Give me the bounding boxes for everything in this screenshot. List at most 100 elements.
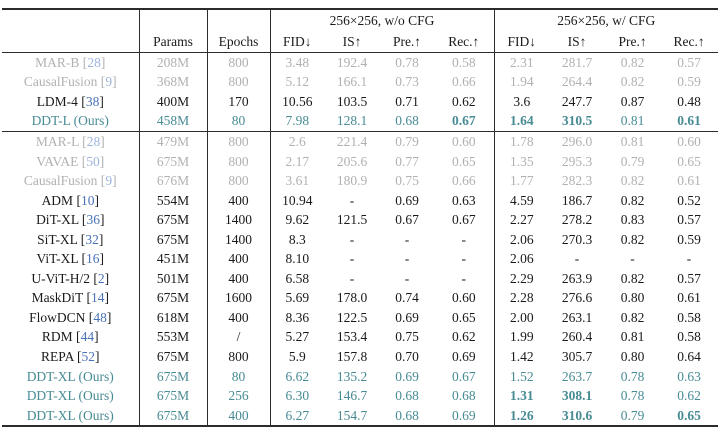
citation-link[interactable]: 52: [81, 348, 95, 364]
params-value: 675M: [139, 347, 208, 367]
header-metrics-row: Params Epochs FID↓ IS↑ Pre.↑ Rec.↑ FID↓ …: [2, 31, 719, 53]
model-name: MAR-L [28]: [2, 131, 140, 152]
metric-value-w-cfg: 0.82: [620, 309, 645, 325]
citation-link[interactable]: 50: [86, 153, 100, 169]
metric-value-w-cfg: 1.94: [509, 74, 534, 90]
group-header-w-cfg: 256×256, w/ CFG: [494, 8, 719, 31]
table-row: ADM [10] 554M 400 10.94 - 0.69 0.63 4.59 186.7 0.…: [2, 190, 718, 211]
citation-link[interactable]: 9: [105, 74, 113, 90]
epochs-value: 800: [207, 347, 271, 367]
metric-value-w-cfg: 2.31: [509, 54, 534, 70]
epochs-value: 1600: [207, 288, 271, 309]
citation-link[interactable]: 16: [86, 251, 100, 267]
metric-value-w-cfg: 0.83: [620, 212, 645, 228]
metric-value-wo-cfg: -: [434, 229, 495, 250]
metric-value-wo-cfg: 0.58: [434, 52, 495, 73]
model-column-header: [2, 8, 140, 31]
model-name: MaskDiT [14]: [2, 288, 140, 309]
metric-value-wo-cfg: 3.48: [285, 54, 310, 70]
citation-link[interactable]: 14: [90, 290, 105, 306]
citation-link[interactable]: 36: [86, 212, 100, 228]
metric-value-wo-cfg: 0.60: [434, 288, 495, 309]
citation-link[interactable]: 9: [105, 173, 113, 189]
metric-header-pre: Pre.↑: [605, 31, 661, 53]
epochs-value: /: [207, 327, 271, 348]
metric-value-wo-cfg: 0.65: [434, 151, 495, 172]
metric-value-w-cfg: 0.57: [677, 270, 701, 286]
metric-header-is: IS↑: [324, 31, 380, 53]
metric-value-w-cfg: 0.65: [660, 405, 719, 428]
metric-value-wo-cfg: 5.27: [285, 329, 310, 345]
metric-value-w-cfg: 0.57: [677, 212, 701, 228]
metric-value-w-cfg: 305.7: [561, 348, 593, 364]
model-column-header: [2, 31, 140, 53]
metric-value-wo-cfg: 128.1: [324, 111, 380, 133]
epochs-value: 400: [207, 190, 271, 211]
metric-value-w-cfg: 0.79: [620, 153, 645, 169]
metric-value-wo-cfg: 0.67: [434, 366, 495, 387]
metric-value-wo-cfg: 7.98: [270, 111, 324, 133]
metric-value-wo-cfg: 0.63: [434, 190, 495, 211]
citation-link[interactable]: 2: [97, 270, 105, 286]
metric-value-w-cfg: 0.48: [677, 93, 701, 109]
params-value: 501M: [139, 269, 208, 289]
metric-header-pre: Pre.↑: [380, 31, 434, 53]
epochs-value: 800: [207, 171, 271, 191]
metric-value-wo-cfg: 0.74: [395, 290, 419, 306]
params-header: Params: [139, 31, 208, 53]
params-value: 208M: [139, 52, 208, 73]
citation-link[interactable]: 10: [80, 192, 95, 208]
metric-value-wo-cfg: 0.69: [395, 309, 419, 325]
metric-value-wo-cfg: -: [434, 269, 495, 289]
metric-value-wo-cfg: -: [404, 270, 410, 286]
metric-value-wo-cfg: 6.27: [270, 405, 324, 428]
model-name: MAR-B [28]: [2, 52, 140, 73]
params-value: 676M: [139, 171, 208, 191]
metric-value-wo-cfg: 221.4: [336, 133, 368, 149]
model-name: RDM [44]: [2, 327, 140, 348]
table-row: MAR-L [28] 479M 800 2.6 221.4 0.79 0.60 1.78 296…: [2, 131, 718, 152]
metric-value-wo-cfg: 0.62: [434, 327, 495, 348]
citation-link[interactable]: 38: [85, 93, 100, 109]
metric-value-wo-cfg: 8.3: [288, 231, 306, 247]
citation-link[interactable]: 28: [86, 133, 101, 149]
table-row: LDM-4 [38] 400M 170 10.56 103.5 0.71 0.62 3.6 24…: [2, 92, 718, 112]
epochs-value: 400: [207, 249, 271, 270]
params-value: 618M: [139, 308, 208, 328]
metric-value-wo-cfg: 0.60: [434, 131, 495, 152]
params-header-spacer: [139, 8, 208, 31]
metric-value-w-cfg: 0.52: [677, 192, 701, 208]
table-row: SiT-XL [32] 675M 1400 8.3- - -2.06 270.3 0.82 0.…: [2, 229, 718, 250]
metric-value-w-cfg: 276.6: [561, 290, 593, 306]
metric-value-wo-cfg: 0.69: [434, 347, 495, 367]
metric-value-w-cfg: 0.58: [677, 309, 701, 325]
metric-value-w-cfg: 0.81: [620, 329, 645, 345]
model-name: ViT-XL [16]: [2, 249, 140, 270]
metric-value-wo-cfg: 5.9: [288, 348, 306, 364]
table-body: MAR-B [28] 208M 800 3.48 192.4 0.78 0.58 2.31 28…: [2, 52, 719, 428]
metric-value-wo-cfg: 121.5: [336, 212, 368, 228]
model-name: DDT-XL (Ours): [2, 386, 140, 406]
metric-value-w-cfg: 0.78: [620, 368, 645, 384]
metric-value-wo-cfg: 0.67: [434, 111, 495, 133]
model-name: DDT-XL (Ours): [2, 405, 140, 428]
metric-value-w-cfg: 0.82: [620, 173, 645, 189]
metric-value-wo-cfg: -: [349, 231, 355, 247]
citation-link[interactable]: 32: [85, 231, 99, 247]
epochs-value: 800: [207, 131, 271, 152]
citation-link[interactable]: 28: [87, 54, 101, 70]
metric-value-w-cfg: 282.3: [561, 173, 593, 189]
metric-value-wo-cfg: 3.61: [285, 173, 310, 189]
citation-link[interactable]: 48: [93, 309, 107, 325]
metric-value-wo-cfg: 0.75: [395, 329, 419, 345]
metric-value-w-cfg: -: [574, 251, 580, 267]
params-value: 675M: [139, 386, 208, 406]
citation-link[interactable]: 44: [80, 329, 95, 345]
params-value: 553M: [139, 327, 208, 348]
model-name: FlowDCN [48]: [2, 308, 140, 328]
metric-value-wo-cfg: 0.68: [395, 388, 419, 404]
metric-value-wo-cfg: 5.12: [285, 74, 310, 90]
metric-value-wo-cfg: 103.5: [336, 93, 368, 109]
metric-value-w-cfg: 0.79: [605, 405, 661, 428]
table-row: VAVAE [50] 675M 800 2.17 205.6 0.77 0.65 1.35 29…: [2, 151, 718, 172]
